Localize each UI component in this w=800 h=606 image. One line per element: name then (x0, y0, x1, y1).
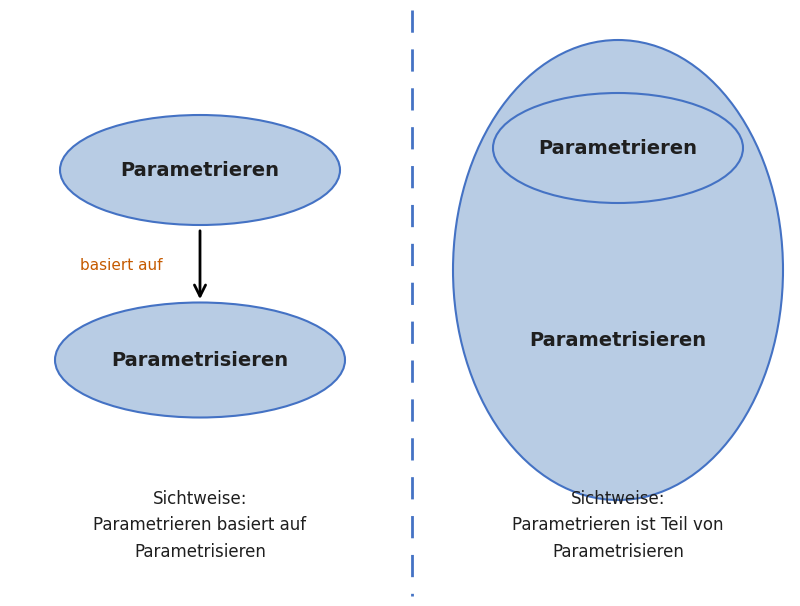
Ellipse shape (493, 93, 743, 203)
Ellipse shape (55, 302, 345, 418)
Ellipse shape (453, 40, 783, 500)
Text: Parametrisieren: Parametrisieren (111, 350, 289, 370)
Text: Sichtweise:
Parametrieren basiert auf
Parametrisieren: Sichtweise: Parametrieren basiert auf Pa… (94, 490, 306, 561)
Text: Parametrieren: Parametrieren (538, 139, 698, 158)
Text: Parametrisieren: Parametrisieren (530, 330, 706, 350)
Text: basiert auf: basiert auf (80, 258, 162, 273)
Text: Sichtweise:
Parametrieren ist Teil von
Parametrisieren: Sichtweise: Parametrieren ist Teil von P… (512, 490, 724, 561)
Text: Parametrieren: Parametrieren (121, 161, 279, 179)
Ellipse shape (60, 115, 340, 225)
